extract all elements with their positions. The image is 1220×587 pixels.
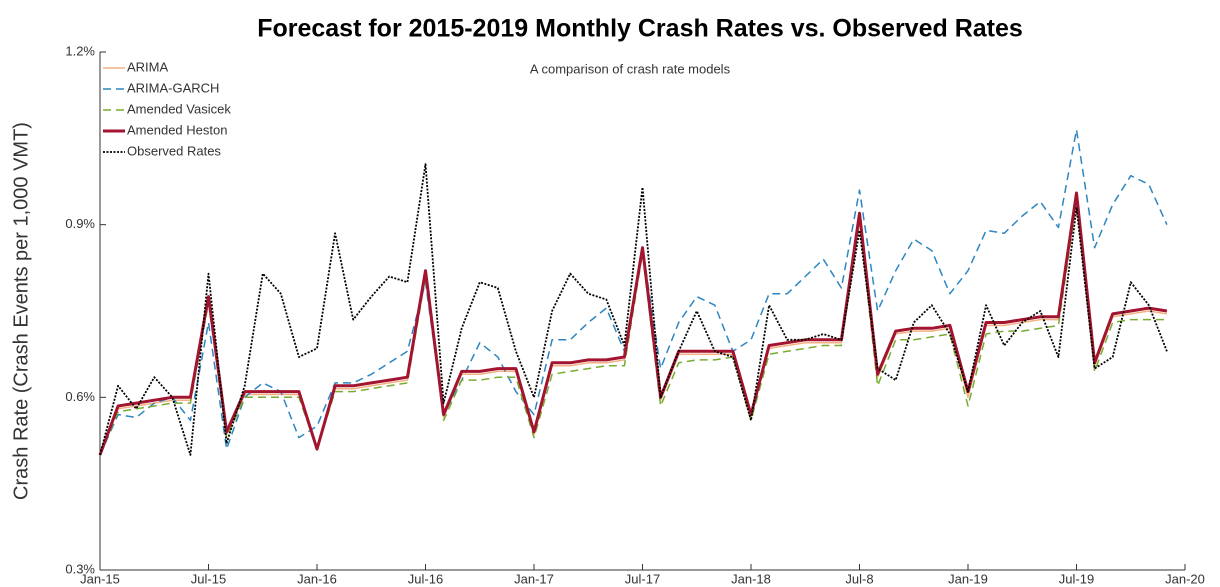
- x-tick-label: Jan-20: [1165, 571, 1205, 586]
- chart-subtitle: A comparison of crash rate models: [530, 61, 731, 76]
- legend-label: Observed Rates: [127, 143, 221, 158]
- y-tick-label: 1.2%: [65, 43, 95, 58]
- x-tick-label: Jan-17: [514, 571, 554, 586]
- x-tick-label: Jul-16: [408, 571, 443, 586]
- x-tick-label: Jan-16: [297, 571, 337, 586]
- y-axis-label: Crash Rate (Crash Events per 1,000 VMT): [10, 122, 32, 500]
- legend-label: Amended Vasicek: [127, 101, 231, 116]
- y-tick-label: 0.9%: [65, 216, 95, 231]
- legend-label: Amended Heston: [127, 122, 227, 137]
- legend-label: ARIMA-GARCH: [127, 80, 219, 95]
- series-line: [99, 195, 1168, 456]
- chart-title: Forecast for 2015-2019 Monthly Crash Rat…: [257, 15, 1023, 43]
- x-tick-label: Jul-17: [625, 571, 660, 586]
- series-line: [98, 191, 1168, 456]
- series-line: [99, 163, 1168, 456]
- legend-label: ARIMA: [127, 59, 169, 74]
- x-tick-label: Jan-18: [731, 571, 771, 586]
- x-tick-label: Jan-19: [948, 571, 988, 586]
- x-tick-label: Jul-19: [1059, 571, 1094, 586]
- x-tick-label: Jul-8: [845, 571, 873, 586]
- x-tick-label: Jan-15: [80, 571, 120, 586]
- y-tick-label: 0.3%: [65, 561, 95, 576]
- x-tick-label: Jul-15: [191, 571, 226, 586]
- series-line: [99, 200, 1167, 456]
- y-tick-label: 0.6%: [65, 389, 95, 404]
